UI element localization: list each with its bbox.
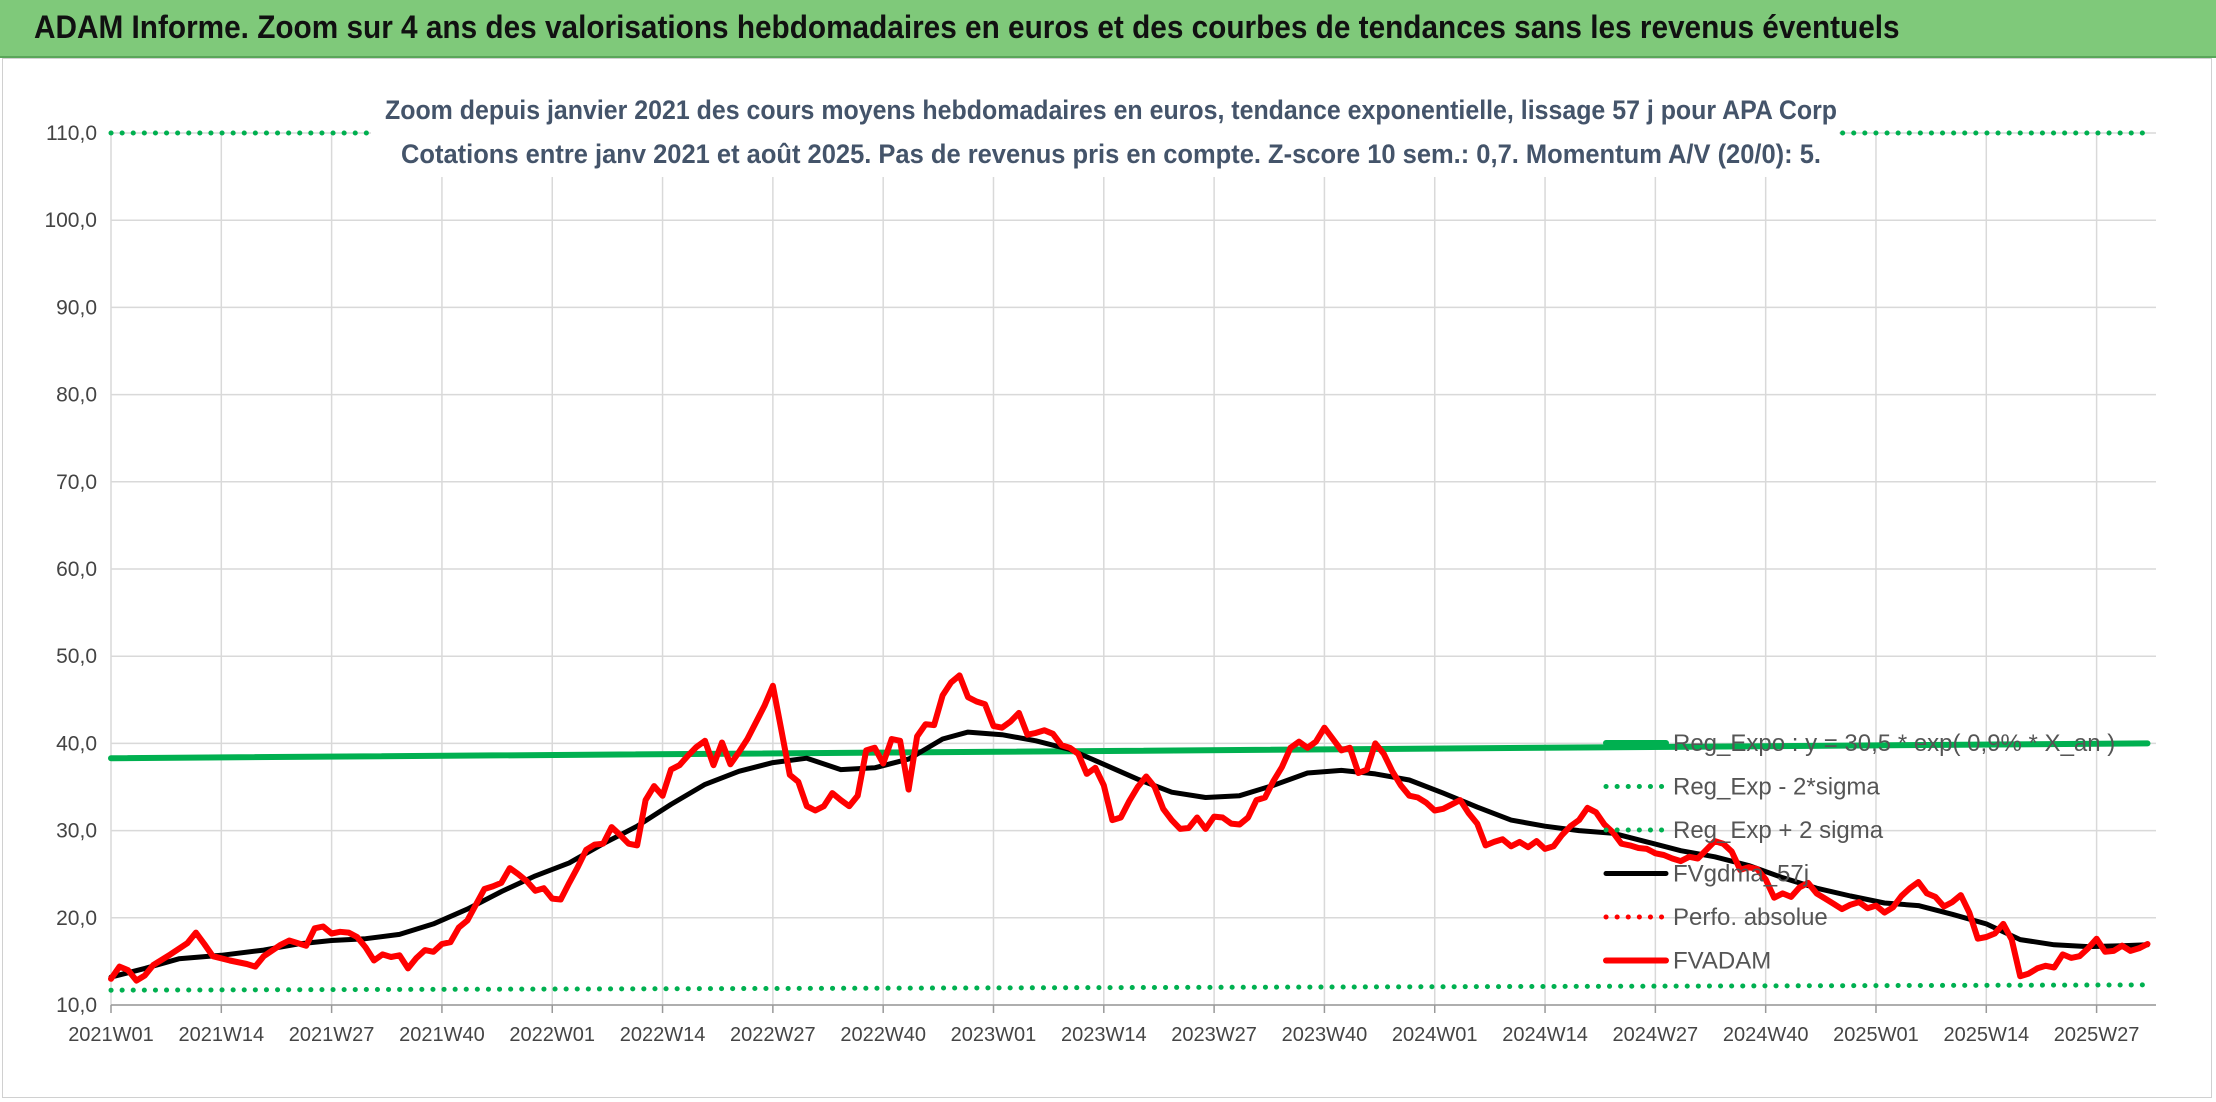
legend-item-reg-exp-minus-2sigma-label: Reg_Exp - 2*sigma [1673, 774, 1880, 801]
legend-item-reg-expo-label: Reg_Expo : y = 30,5 * exp( 0,9% * X_an ) [1673, 730, 2115, 757]
chart-title-line: Cotations entre janv 2021 et août 2025. … [401, 139, 1821, 169]
x-tick-label: 2022W01 [509, 1024, 595, 1046]
legend-item-reg-exp-plus-2sigma-label: Reg_Exp + 2 sigma [1673, 817, 1884, 844]
y-tick-label: 60,0 [56, 558, 97, 581]
y-tick-label: 40,0 [56, 732, 97, 755]
legend-item-fvgdma-57j-label: FVgdma_57j [1673, 861, 1809, 888]
x-tick-label: 2022W27 [730, 1024, 816, 1046]
y-tick-label: 80,0 [56, 384, 97, 407]
x-tick-label: 2021W40 [399, 1024, 485, 1046]
fvgdma-57j-line [108, 729, 2150, 980]
y-tick-label: 100,0 [44, 209, 97, 232]
x-tick-label: 2024W01 [1392, 1024, 1478, 1046]
x-tick-label: 2022W14 [620, 1024, 706, 1046]
chart-title-background [371, 79, 1839, 177]
x-tick-label: 2024W14 [1502, 1024, 1588, 1046]
x-tick-label: 2021W01 [68, 1024, 154, 1046]
x-tick-label: 2024W27 [1613, 1024, 1699, 1046]
chart-frame: 10,0 20,0 30,0 40,0 50,0 60,0 70,0 80,0 90,0 100,… [2, 58, 2212, 1098]
y-tick-label: 90,0 [56, 296, 97, 319]
y-tick-label: 10,0 [56, 994, 97, 1017]
y-tick-label: 110,0 [46, 122, 97, 145]
x-tick-label: 2025W14 [1943, 1024, 2029, 1046]
legend-item-fvadam-label: FVADAM [1673, 948, 1771, 975]
x-tick-label: 2025W27 [2054, 1024, 2140, 1046]
x-tick-label: 2021W14 [178, 1024, 264, 1046]
reg-exp-minus-2sigma-line [108, 982, 2150, 993]
x-tick-label: 2021W27 [289, 1024, 375, 1046]
y-tick-label: 30,0 [56, 820, 97, 843]
x-tick-label: 2023W40 [1282, 1024, 1368, 1046]
x-tick-label: 2025W01 [1833, 1024, 1919, 1046]
x-tick-label: 2023W01 [951, 1024, 1037, 1046]
y-tick-label: 20,0 [56, 907, 97, 930]
reg-expo-line [108, 740, 2151, 762]
y-tick-label: 70,0 [56, 471, 97, 494]
chart-title-line: Zoom depuis janvier 2021 des cours moyen… [385, 95, 1837, 125]
x-tick-label: 2023W27 [1171, 1024, 1257, 1046]
x-tick-label: 2023W14 [1061, 1024, 1147, 1046]
report-title: ADAM Informe. Zoom sur 4 ans des valoris… [34, 9, 1900, 45]
fvadam-line [108, 672, 2151, 984]
legend-item-perfo-absolue-label: Perfo. absolue [1673, 904, 1828, 931]
chart: 10,0 20,0 30,0 40,0 50,0 60,0 70,0 80,0 90,0 100,… [44, 79, 2156, 1046]
y-tick-label: 50,0 [56, 645, 97, 668]
report-banner: ADAM Informe. Zoom sur 4 ans des valoris… [0, 0, 2216, 58]
x-tick-label: 2024W40 [1723, 1024, 1809, 1046]
x-tick-label: 2022W40 [840, 1024, 926, 1046]
